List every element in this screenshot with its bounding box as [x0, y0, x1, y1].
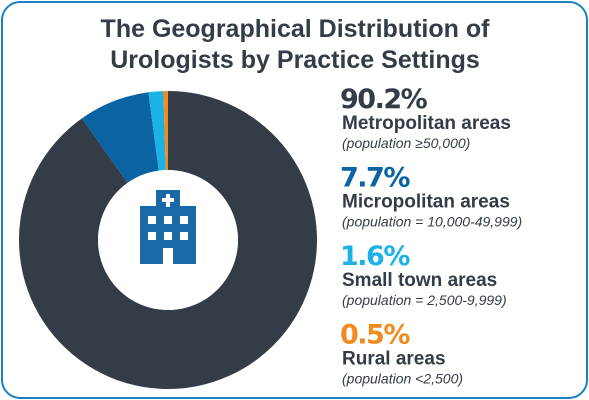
donut-slice — [18, 91, 317, 389]
value-label: 0.5% — [340, 320, 410, 351]
hospital-icon — [140, 190, 196, 264]
value-label: 1.6% — [340, 241, 410, 272]
donut-slice — [81, 92, 159, 183]
value-label: 7.7% — [340, 163, 410, 194]
legend-name: Metropolitan areas — [342, 113, 511, 134]
chart-title: The Geographical Distribution of Urologi… — [100, 15, 490, 74]
value-label: 90.2% — [340, 84, 428, 115]
legend-name: Small town areas — [342, 270, 497, 291]
donut-slice — [148, 91, 166, 171]
donut-slice — [163, 91, 168, 171]
legend: 90.2%Metropolitan areas(population ≥50,0… — [340, 84, 522, 387]
legend-description: (population = 10,000-49,999) — [342, 214, 522, 230]
donut — [18, 91, 317, 389]
legend-description: (population ≥50,000) — [342, 135, 470, 151]
legend-name: Micropolitan areas — [342, 192, 510, 213]
legend-name: Rural areas — [342, 349, 446, 370]
legend-description: (population <2,500) — [342, 371, 463, 387]
legend-description: (population = 2,500-9,999) — [342, 292, 507, 308]
